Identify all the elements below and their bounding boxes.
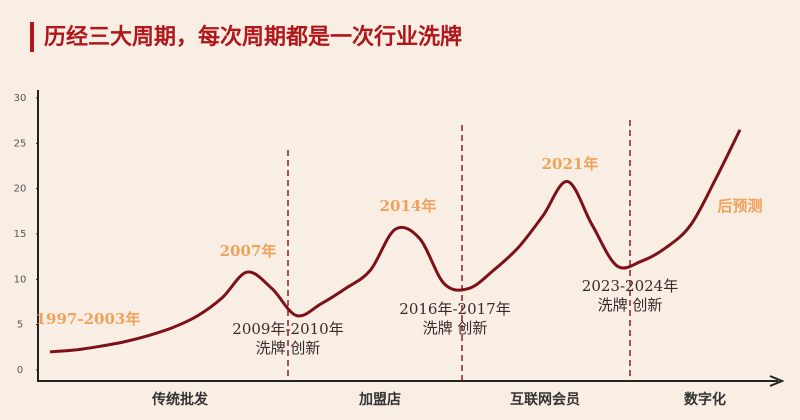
annotation: 2007年 xyxy=(220,242,277,260)
y-tick-label: 30 xyxy=(14,93,27,104)
era-label: 数字化 xyxy=(684,391,726,408)
annotation: 2009年-2010年 xyxy=(232,320,343,338)
y-tick-label: 20 xyxy=(14,184,27,195)
y-tick-label: 25 xyxy=(14,138,27,149)
annotation: 后预测 xyxy=(717,197,762,215)
annotation: 2016年-2017年 xyxy=(399,300,510,318)
era-label: 传统批发 xyxy=(151,391,209,408)
y-tick-label: 15 xyxy=(14,229,27,240)
y-tick-label: 0 xyxy=(17,365,23,376)
title-bar xyxy=(30,22,34,52)
era-label: 加盟店 xyxy=(358,391,401,408)
y-tick-label: 5 xyxy=(17,320,23,331)
annotation: 2023-2024年 xyxy=(582,277,678,295)
annotation: 1997-2003年 xyxy=(36,310,141,328)
annotation: 2014年 xyxy=(380,197,437,215)
annotation: 洗牌 创新 xyxy=(423,319,488,337)
era-label: 互联网会员 xyxy=(510,391,580,408)
dividers xyxy=(287,120,631,381)
line-series xyxy=(49,129,742,354)
chart-title: 历经三大周期，每次周期都是一次行业洗牌 xyxy=(44,24,462,50)
annotation: 洗牌 创新 xyxy=(598,296,663,314)
axis-arrow xyxy=(769,375,785,387)
annotation: 2021年 xyxy=(542,155,599,173)
annotation: 洗牌 创新 xyxy=(256,339,321,357)
y-tick-label: 10 xyxy=(14,274,27,285)
